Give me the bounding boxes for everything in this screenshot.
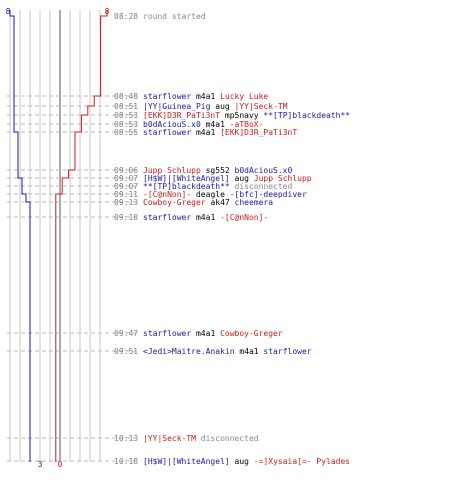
blue-team-line xyxy=(9,10,31,462)
weapon-name: m4a1 xyxy=(191,213,220,222)
event-time: 09:06 xyxy=(114,166,138,175)
weapon-name: m4a1 xyxy=(191,329,220,338)
player-name: <Jedi>Maitre.Anakin xyxy=(143,347,235,356)
event-text: b0dAciouS.x0 m4a1 -aTBoX- xyxy=(143,120,263,129)
player-name: |YY|Seck-TM xyxy=(235,102,288,111)
player-name: -=]Xysaia[=- Pylades xyxy=(254,457,351,466)
event-text: starflower m4a1 Lucky Luke xyxy=(143,92,268,101)
team-lines xyxy=(9,10,108,462)
player-name: starflower xyxy=(143,329,191,338)
event-text: <Jedi>Maitre.Anakin m4a1 starflower xyxy=(143,347,312,356)
event-text: starflower m4a1 Cowboy-Greger xyxy=(143,329,283,338)
event-time: 09:51 xyxy=(114,347,138,356)
event-time: 08:53 xyxy=(114,120,138,129)
weapon-name: m4a1 xyxy=(201,120,230,129)
player-name: |YY|Guinea_Pig xyxy=(143,102,211,111)
event-text: Jupp Schlupp sg552 b0dAciouS.x0 xyxy=(143,166,292,175)
player-name: -aTBoX- xyxy=(230,120,264,129)
event-text: [EKK]D3R_PaTi3nT mp5navy **[TP]blackdeat… xyxy=(143,111,350,120)
event-time: 09:13 xyxy=(114,198,138,207)
player-name: -[bfc]-deepdiver xyxy=(230,190,307,199)
event-text: round started xyxy=(143,12,206,21)
event-time: 09:18 xyxy=(114,213,138,222)
weapon-name: deagle xyxy=(191,190,230,199)
event-text: -[C@nNon]- deagle -[bfc]-deepdiver xyxy=(143,190,307,199)
top-blue-count: 8 xyxy=(6,7,11,16)
player-name: [EKK]D3R_PaTi3nT xyxy=(220,128,297,137)
bottom-blue-count: 3 xyxy=(38,460,43,469)
weapon-name: m4a1 xyxy=(191,128,220,137)
player-name: starflower xyxy=(143,92,191,101)
player-name: b0dAciouS.x0 xyxy=(235,166,293,175)
player-name: Jupp Schlupp xyxy=(254,174,312,183)
event-status: round started xyxy=(143,12,206,21)
event-text: starflower m4a1 [EKK]D3R_PaTi3nT xyxy=(143,128,297,137)
event-text: |YY|Guinea_Pig aug |YY|Seck-TM xyxy=(143,102,288,111)
event-log: 08:28 round started 08:48 starflower m4a1 L… xyxy=(114,12,350,466)
weapon-name: aug xyxy=(230,174,254,183)
event-text: [H$W]|[WhiteAngel] aug Jupp Schlupp xyxy=(143,174,312,183)
event-time: 08:55 xyxy=(114,128,138,137)
player-name: Jupp Schlupp xyxy=(143,166,201,175)
event-time: 08:53 xyxy=(114,111,138,120)
event-status: disconnected xyxy=(196,434,259,443)
weapon-name: aug xyxy=(210,102,234,111)
top-red-count: 8 xyxy=(105,7,110,16)
weapon-name: m4a1 xyxy=(191,92,220,101)
event-time: 08:48 xyxy=(114,92,138,101)
event-time: 09:07 xyxy=(114,182,138,191)
player-name: -[C@nNon]- xyxy=(220,213,268,222)
red-team-line xyxy=(55,10,108,462)
event-time: 09:11 xyxy=(114,190,138,199)
event-time: 08:51 xyxy=(114,102,138,111)
event-time: 09:07 xyxy=(114,174,138,183)
player-name: cheemera xyxy=(235,198,274,207)
player-name: Cowboy-Greger xyxy=(220,329,283,338)
player-name: **[TP]blackdeath** xyxy=(143,182,230,191)
weapon-name: m4a1 xyxy=(235,347,264,356)
event-time: 10:18 xyxy=(114,457,138,466)
event-guides xyxy=(7,95,136,462)
player-name: -[C@nNon]- xyxy=(143,190,191,199)
event-status: disconnected xyxy=(230,182,293,191)
player-name: b0dAciouS.x0 xyxy=(143,120,201,129)
event-time: 08:28 xyxy=(114,12,138,21)
event-text: **[TP]blackdeath** disconnected xyxy=(143,182,293,191)
player-name: starflower xyxy=(143,213,191,222)
weapon-name: aug xyxy=(230,457,254,466)
player-name: |YY|Seck-TM xyxy=(143,434,196,443)
player-grid xyxy=(9,10,101,462)
player-name: [EKK]D3R_PaTi3nT xyxy=(143,111,220,120)
bottom-red-count: 0 xyxy=(58,460,63,469)
player-name: starflower xyxy=(143,128,191,137)
event-text: [H$W]|[WhiteAngel] aug -=]Xysaia[=- Pyla… xyxy=(143,457,350,466)
event-text: |YY|Seck-TM disconnected xyxy=(143,434,259,443)
weapon-name: mp5navy xyxy=(220,111,263,120)
event-text: Cowboy-Greger ak47 cheemera xyxy=(143,198,273,207)
event-text: starflower m4a1 -[C@nNon]- xyxy=(143,213,268,222)
weapon-name: ak47 xyxy=(206,198,235,207)
player-name: [H$W]|[WhiteAngel] xyxy=(143,457,230,466)
player-name: Cowboy-Greger xyxy=(143,198,206,207)
event-time: 09:47 xyxy=(114,329,138,338)
player-name: Lucky Luke xyxy=(220,92,268,101)
weapon-name: sg552 xyxy=(201,166,235,175)
player-name: [H$W]|[WhiteAngel] xyxy=(143,174,230,183)
player-name: starflower xyxy=(263,347,311,356)
event-time: 10:13 xyxy=(114,434,138,443)
player-name: **[TP]blackdeath** xyxy=(263,111,350,120)
